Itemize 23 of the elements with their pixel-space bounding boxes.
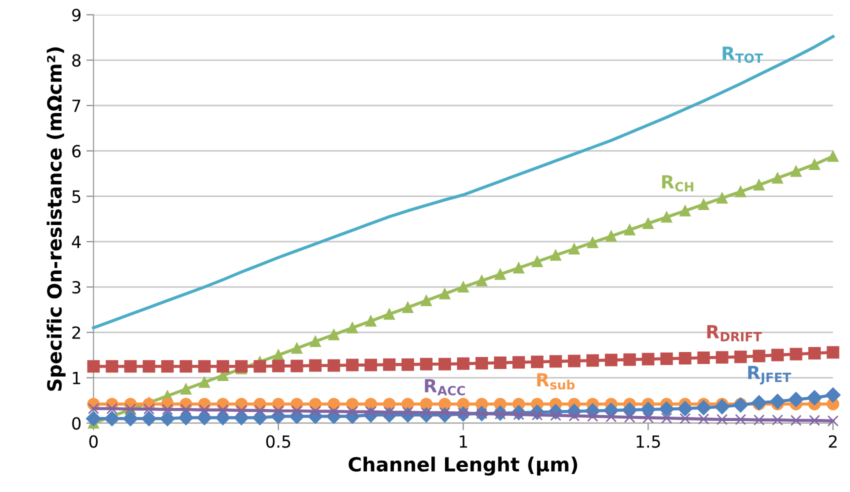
y-tick-label: 9	[72, 8, 81, 22]
series-label: R$_{ACC}$	[424, 379, 465, 396]
y-tick-label: 3	[72, 280, 80, 294]
y-tick-label: 8	[72, 54, 81, 67]
series-label: R$_{CH}$	[662, 175, 694, 192]
series-label: R$_{sub}$	[537, 373, 575, 390]
x-tick-label: 2	[828, 435, 837, 448]
y-tick-label: 5	[72, 190, 80, 203]
x-tick-label: 1.5	[636, 435, 660, 448]
x-tick-label: 0	[89, 435, 98, 448]
y-axis-title: Specific On-resistance (mΩcm²)	[46, 47, 66, 391]
x-tick-label: 1	[460, 435, 468, 448]
y-tick-label: 1	[72, 372, 80, 384]
x-axis-title: Channel Lenght (µm)	[348, 456, 578, 476]
y-tick-label: 2	[72, 326, 80, 339]
y-tick-label: 0	[72, 417, 81, 430]
x-tick-label: 0.5	[266, 435, 290, 448]
series-label: R$_{TOT}$	[722, 46, 764, 63]
y-tick-label: 6	[72, 144, 81, 158]
series-label: R$_{DRIFT}$	[707, 325, 762, 342]
y-tick-label: 4	[72, 236, 81, 248]
y-tick-label: 7	[72, 100, 80, 112]
series-label: R$_{JFET}$	[748, 366, 792, 385]
